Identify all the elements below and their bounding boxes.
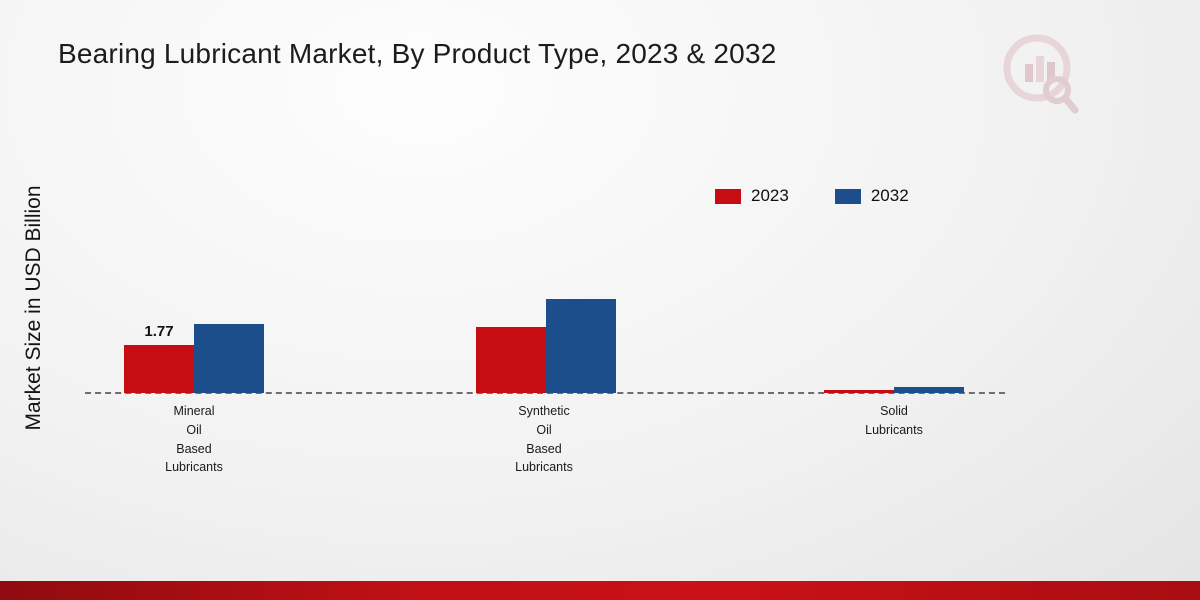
bar-2032-mineral-oil [194,324,264,393]
market-research-logo-watermark-icon [1003,34,1079,114]
bar-group-mineral-oil: 1.77 [124,323,264,393]
bar-group-synthetic-oil [476,298,616,393]
zero-baseline [85,392,1005,394]
bar-2023-solid [824,389,894,393]
bar-2032-synthetic-oil [546,298,616,393]
legend-label-2023: 2023 [751,186,789,205]
legend: 2023 2032 [715,186,909,206]
chart-title: Bearing Lubricant Market, By Product Typ… [58,38,777,69]
category-label-mineral-oil: Mineral Oil Based Lubricants [165,404,223,475]
category-label-solid: Solid Lubricants [865,404,923,437]
legend-swatch-2023 [715,188,741,204]
category-label-synthetic-oil: Synthetic Oil Based Lubricants [515,404,573,475]
legend-item-2032: 2032 [834,186,909,206]
data-label-mineral-2023: 1.77 [144,323,174,341]
legend-swatch-2032 [834,188,861,204]
bar-2023-mineral-oil: 1.77 [124,323,194,393]
bar-2023-synthetic-oil [476,326,546,393]
y-axis-label: Market Size in USD Billion [22,185,45,431]
legend-item-2023: 2023 [715,186,789,206]
bar-2032-solid [894,387,964,393]
bar-group-solid [824,387,964,393]
bottom-accent-bar [0,581,1200,600]
legend-label-2032: 2032 [870,186,909,205]
